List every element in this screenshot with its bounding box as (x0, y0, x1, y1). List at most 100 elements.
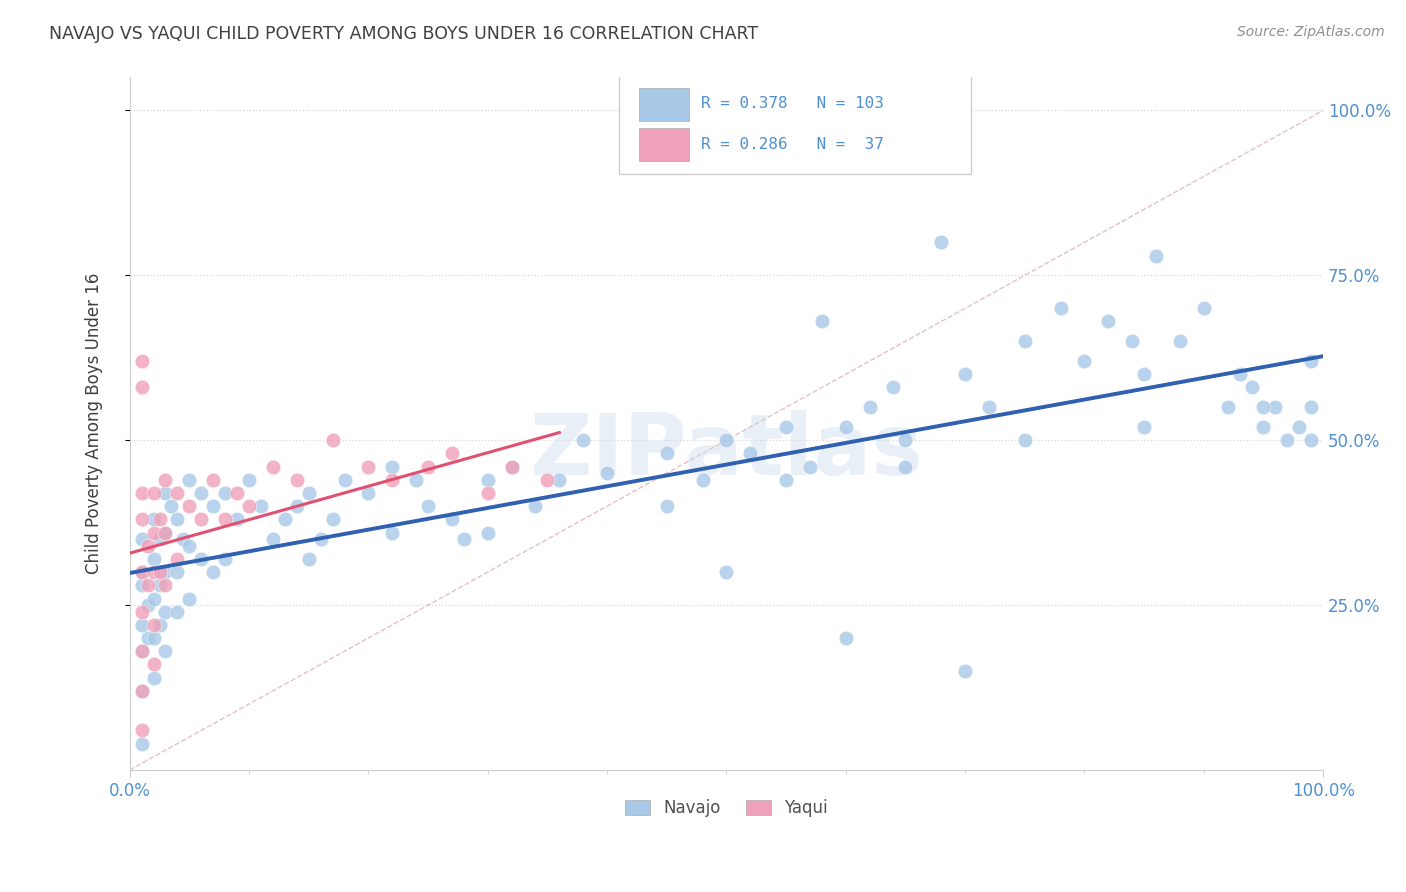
Point (1133, 420, 1156, 434)
Point (214, 512, 236, 526)
Text: NAVAJO VS YAQUI CHILD POVERTY AMONG BOYS UNDER 16 CORRELATION CHART: NAVAJO VS YAQUI CHILD POVERTY AMONG BOYS… (49, 25, 758, 43)
Point (179, 539, 201, 553)
Point (285, 473, 308, 487)
Point (524, 499, 547, 513)
Point (142, 591, 165, 606)
Point (716, 434, 738, 448)
Bar (640, 87, 689, 121)
Point (453, 532, 475, 546)
Point (977, 401, 1000, 415)
Point (142, 631, 165, 645)
Point (142, 618, 165, 632)
Point (322, 512, 344, 526)
Point (142, 657, 165, 672)
Point (214, 552, 236, 566)
Point (1253, 420, 1275, 434)
Point (142, 486, 165, 500)
Point (440, 446, 463, 460)
Point (477, 473, 499, 487)
Point (1253, 401, 1275, 415)
Point (179, 473, 201, 487)
Point (894, 434, 917, 448)
Point (131, 683, 153, 698)
Point (357, 459, 380, 474)
Point (142, 552, 165, 566)
Point (501, 459, 523, 474)
Point (131, 737, 153, 751)
Point (405, 473, 427, 487)
Point (226, 512, 249, 526)
Point (148, 565, 170, 579)
Point (155, 578, 177, 592)
Point (1240, 380, 1263, 394)
Point (285, 499, 308, 513)
Point (155, 565, 177, 579)
Point (501, 459, 523, 474)
Point (309, 532, 332, 546)
Point (131, 605, 153, 619)
Point (440, 512, 463, 526)
Point (238, 499, 260, 513)
Point (136, 578, 159, 592)
Point (155, 525, 177, 540)
Legend: Navajo, Yaqui: Navajo, Yaqui (619, 793, 834, 824)
Point (381, 459, 404, 474)
Point (775, 473, 797, 487)
Point (572, 434, 595, 448)
Point (131, 565, 153, 579)
Point (333, 473, 356, 487)
Point (131, 618, 153, 632)
Point (1097, 314, 1119, 328)
Point (238, 473, 260, 487)
Point (740, 446, 762, 460)
Point (274, 512, 297, 526)
Point (1133, 368, 1156, 382)
Point (1014, 434, 1036, 448)
Y-axis label: Child Poverty Among Boys Under 16: Child Poverty Among Boys Under 16 (86, 273, 103, 574)
Point (882, 380, 904, 394)
Point (1264, 401, 1286, 415)
Point (160, 499, 183, 513)
Point (416, 499, 439, 513)
Point (142, 525, 165, 540)
Point (536, 473, 558, 487)
Point (190, 486, 212, 500)
Point (1014, 334, 1036, 349)
Point (202, 565, 225, 579)
Point (148, 618, 170, 632)
Point (131, 380, 153, 394)
Point (179, 499, 201, 513)
Point (136, 598, 159, 612)
Point (1277, 434, 1299, 448)
Point (148, 578, 170, 592)
Point (953, 368, 976, 382)
Bar (640, 128, 689, 161)
Point (298, 486, 321, 500)
Point (136, 631, 159, 645)
Point (172, 532, 194, 546)
Point (1216, 401, 1239, 415)
Point (1301, 401, 1323, 415)
Point (142, 565, 165, 579)
Point (953, 664, 976, 678)
Point (155, 473, 177, 487)
Point (202, 473, 225, 487)
Point (548, 473, 571, 487)
Point (835, 420, 858, 434)
Point (148, 512, 170, 526)
Point (142, 671, 165, 685)
Point (298, 552, 321, 566)
Point (155, 486, 177, 500)
Point (190, 552, 212, 566)
Point (166, 565, 188, 579)
Point (596, 466, 619, 480)
Point (1144, 248, 1167, 262)
Point (929, 235, 952, 250)
Point (477, 486, 499, 500)
Point (655, 499, 678, 513)
Point (835, 631, 858, 645)
Point (136, 539, 159, 553)
Point (131, 644, 153, 658)
Point (166, 512, 188, 526)
Point (179, 591, 201, 606)
